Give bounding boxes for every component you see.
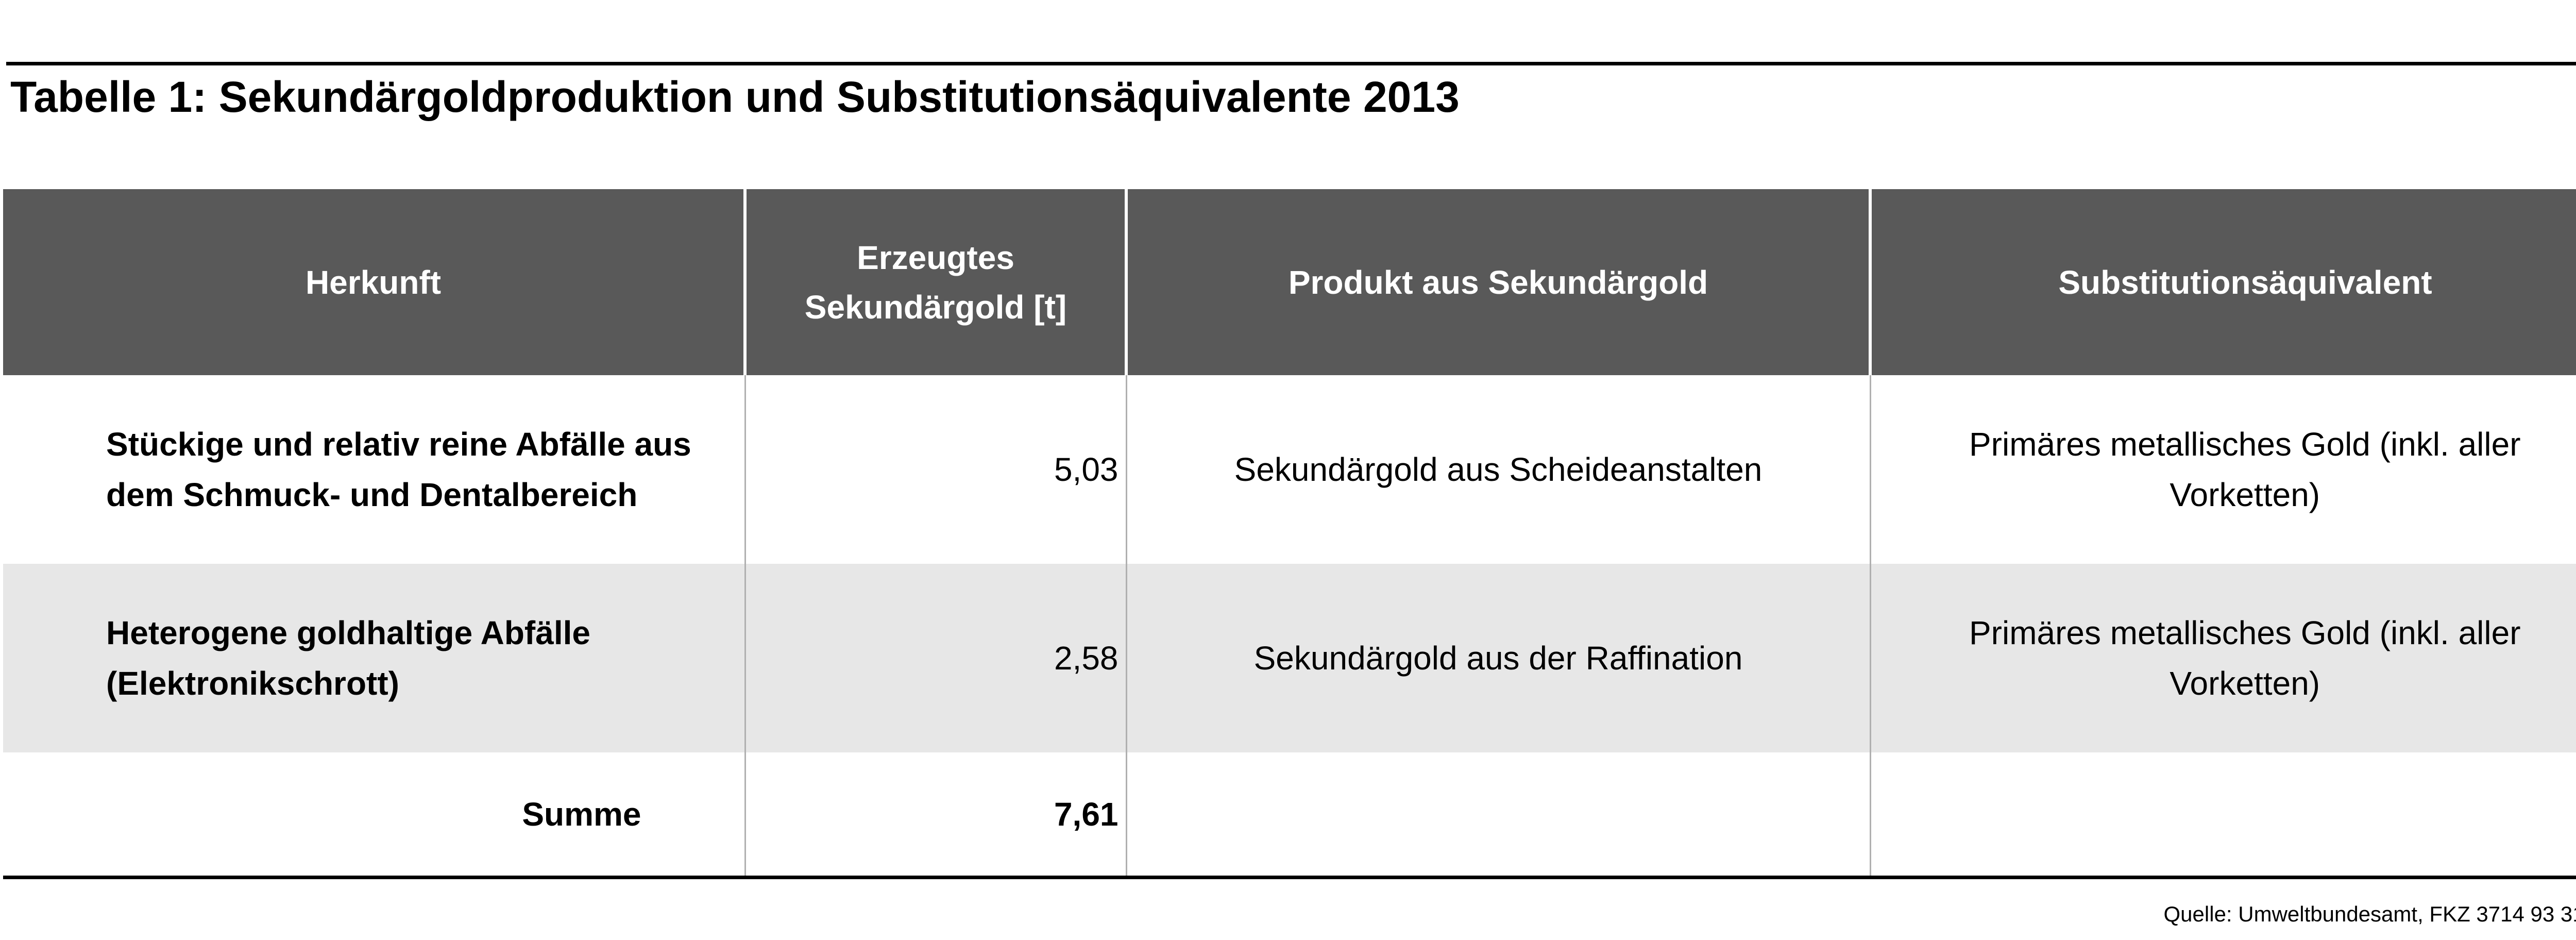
- cell: Primäres metallisches Gold (inkl. aller …: [1869, 564, 2576, 752]
- cell: Primäres metallisches Gold (inkl. aller …: [1869, 375, 2576, 564]
- cell: Summe: [3, 752, 746, 879]
- row: Summe 7,61: [3, 752, 2576, 879]
- source-note: Quelle: Umweltbundesamt, FKZ 3714 93 316…: [2163, 902, 2576, 926]
- cell: Heterogene goldhaltige Abfälle (Elektron…: [3, 564, 746, 752]
- table: Herkunft Erzeugtes Sekundärgold [t] Prod…: [3, 189, 2576, 879]
- row: Heterogene goldhaltige Abfälle (Elektron…: [3, 564, 2576, 752]
- cell: 5,03: [744, 375, 1127, 564]
- column-header: Produkt aus Sekundärgold: [1125, 189, 1872, 375]
- title: Tabelle 1: Sekundärgoldproduktion und Su…: [10, 73, 1460, 121]
- cell: 2,58: [744, 564, 1127, 752]
- row: Stückige und relativ reine Abfälle aus d…: [3, 375, 2576, 564]
- column-header: Erzeugtes Sekundärgold [t]: [743, 189, 1128, 375]
- cell: [1125, 752, 1871, 879]
- cell: [1869, 752, 2576, 879]
- rule: [6, 62, 2576, 65]
- header-row: Herkunft Erzeugtes Sekundärgold [t] Prod…: [3, 189, 2576, 375]
- cell: Stückige und relativ reine Abfälle aus d…: [3, 375, 746, 564]
- cell: Sekundärgold aus Scheideanstalten: [1125, 375, 1871, 564]
- column-header: Substitutionsäquivalent: [1869, 189, 2576, 375]
- cell: Sekundärgold aus der Raffination: [1125, 564, 1871, 752]
- column-header: Herkunft: [3, 189, 747, 375]
- cell: 7,61: [744, 752, 1127, 879]
